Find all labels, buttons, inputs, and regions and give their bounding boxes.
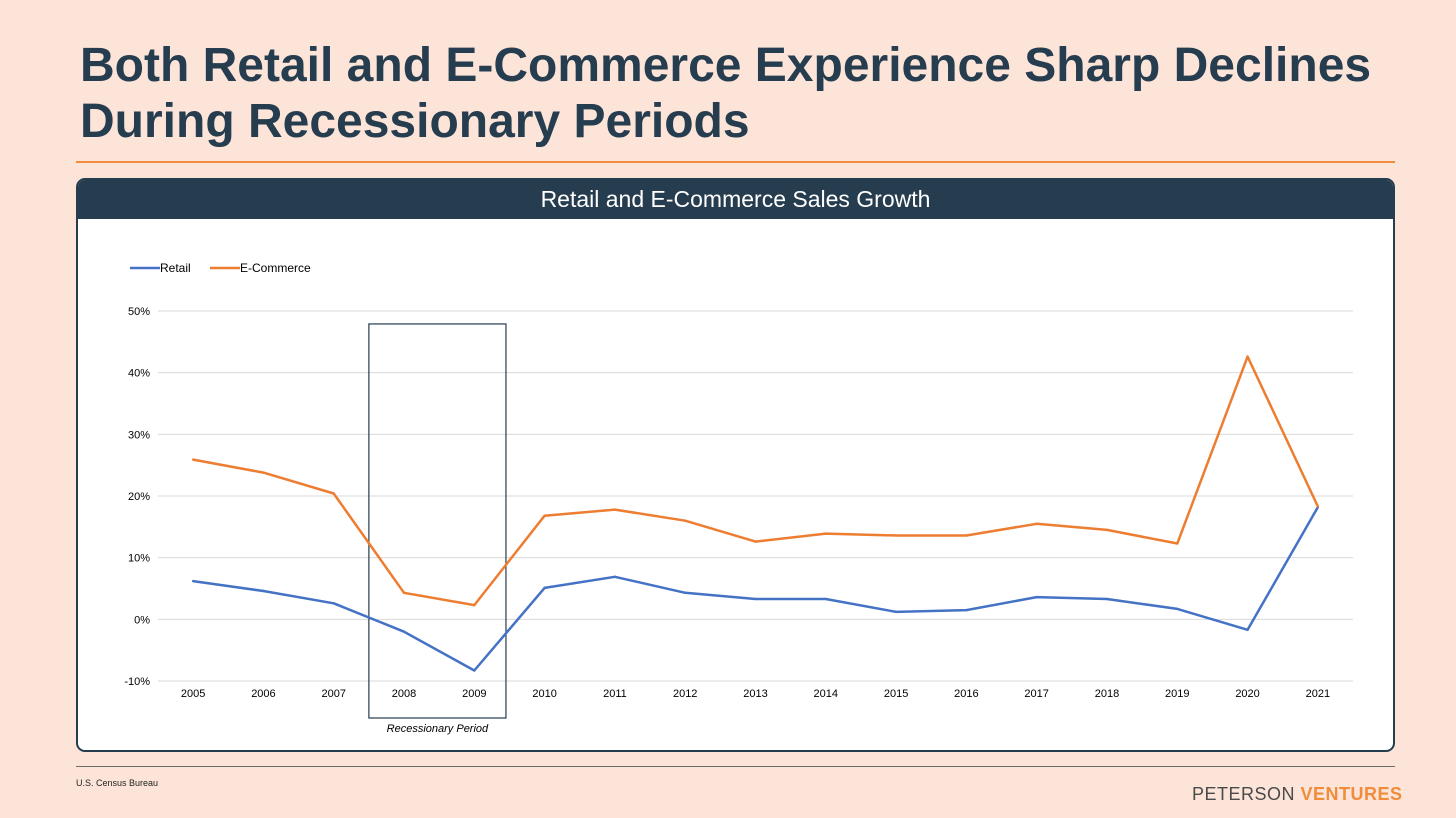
x-tick-label: 2006 [251, 688, 275, 700]
title-divider [76, 161, 1395, 163]
retail-point [824, 597, 827, 601]
e-commerce-point [1105, 528, 1109, 532]
e-commerce-point [824, 532, 827, 535]
x-tick-label: 2016 [954, 688, 978, 700]
x-tick-label: 2020 [1235, 688, 1259, 700]
retail-point [473, 669, 476, 672]
source-note: U.S. Census Bureau [76, 778, 159, 788]
retail-point [754, 597, 757, 601]
retail-point [894, 610, 898, 614]
x-tick-label: 2018 [1095, 688, 1119, 700]
retail-point [1176, 607, 1179, 611]
retail-point [613, 575, 617, 578]
y-tick-label: 0% [134, 614, 150, 626]
x-tick-label: 2017 [1024, 688, 1048, 700]
x-tick-label: 2015 [884, 688, 908, 700]
legend-label-e-commerce: E-Commerce [240, 261, 311, 275]
y-tick-label: 30% [128, 429, 150, 441]
retail-point [543, 586, 546, 590]
e-commerce-point [894, 534, 898, 537]
x-tick-label: 2013 [743, 688, 767, 700]
y-tick-label: 10% [128, 553, 150, 565]
retail-point [402, 630, 406, 633]
chart-title: Retail and E-Commerce Sales Growth [78, 180, 1393, 219]
e-commerce-point [543, 514, 546, 517]
y-tick-label: 20% [128, 491, 150, 503]
retail-point [191, 579, 195, 583]
line-chart: -10% 0% 10% 20% 30% 40% 50% 2005 2006 2007 2008 200… [124, 261, 1353, 735]
brand-name-second: VENTURES [1300, 784, 1403, 804]
x-tick-label: 2010 [532, 688, 556, 700]
chart-panel: Retail and E-Commerce Sales Growth -10% 0… [76, 178, 1395, 752]
x-tick-label: 2009 [462, 688, 486, 700]
brand-logo: PETERSON VENTURES [1192, 784, 1403, 805]
e-commerce-point [1035, 522, 1038, 525]
e-commerce-point [1316, 505, 1320, 508]
x-tick-label: 2019 [1165, 688, 1189, 700]
e-commerce-point [402, 591, 406, 595]
e-commerce-point [1246, 355, 1249, 358]
e-commerce-point [754, 540, 757, 543]
e-commerce-point [332, 492, 335, 495]
x-tick-label: 2014 [814, 688, 838, 700]
recession-label: Recessionary Period [387, 723, 489, 735]
retail-point [965, 608, 968, 612]
e-commerce-point [473, 603, 476, 607]
retail-point [1035, 595, 1038, 599]
e-commerce-point [262, 471, 265, 474]
x-tick-label: 2008 [392, 688, 416, 700]
e-commerce-point [965, 534, 968, 537]
e-commerce-series-line [192, 355, 1320, 607]
footer-divider [76, 766, 1395, 767]
e-commerce-point [1176, 542, 1179, 545]
y-tick-label: 40% [128, 368, 150, 380]
retail-point [332, 602, 335, 605]
retail-point [1246, 628, 1249, 632]
y-tick-label: -10% [124, 676, 150, 688]
e-commerce-point [191, 458, 195, 461]
brand-name-first: PETERSON [1192, 784, 1296, 804]
retail-point [1105, 597, 1109, 601]
x-tick-label: 2021 [1306, 688, 1330, 700]
retail-point [262, 589, 265, 593]
page-title: Both Retail and E-Commerce Experience Sh… [80, 39, 1372, 148]
legend-label-retail: Retail [160, 261, 191, 275]
x-tick-label: 2005 [181, 688, 205, 700]
x-tick-label: 2007 [321, 688, 345, 700]
e-commerce-point [684, 519, 687, 522]
retail-point [684, 591, 687, 595]
e-commerce-point [613, 508, 617, 511]
y-tick-label: 50% [128, 306, 150, 318]
x-tick-label: 2011 [603, 688, 627, 700]
x-tick-label: 2012 [673, 688, 697, 700]
recession-box [368, 323, 507, 719]
